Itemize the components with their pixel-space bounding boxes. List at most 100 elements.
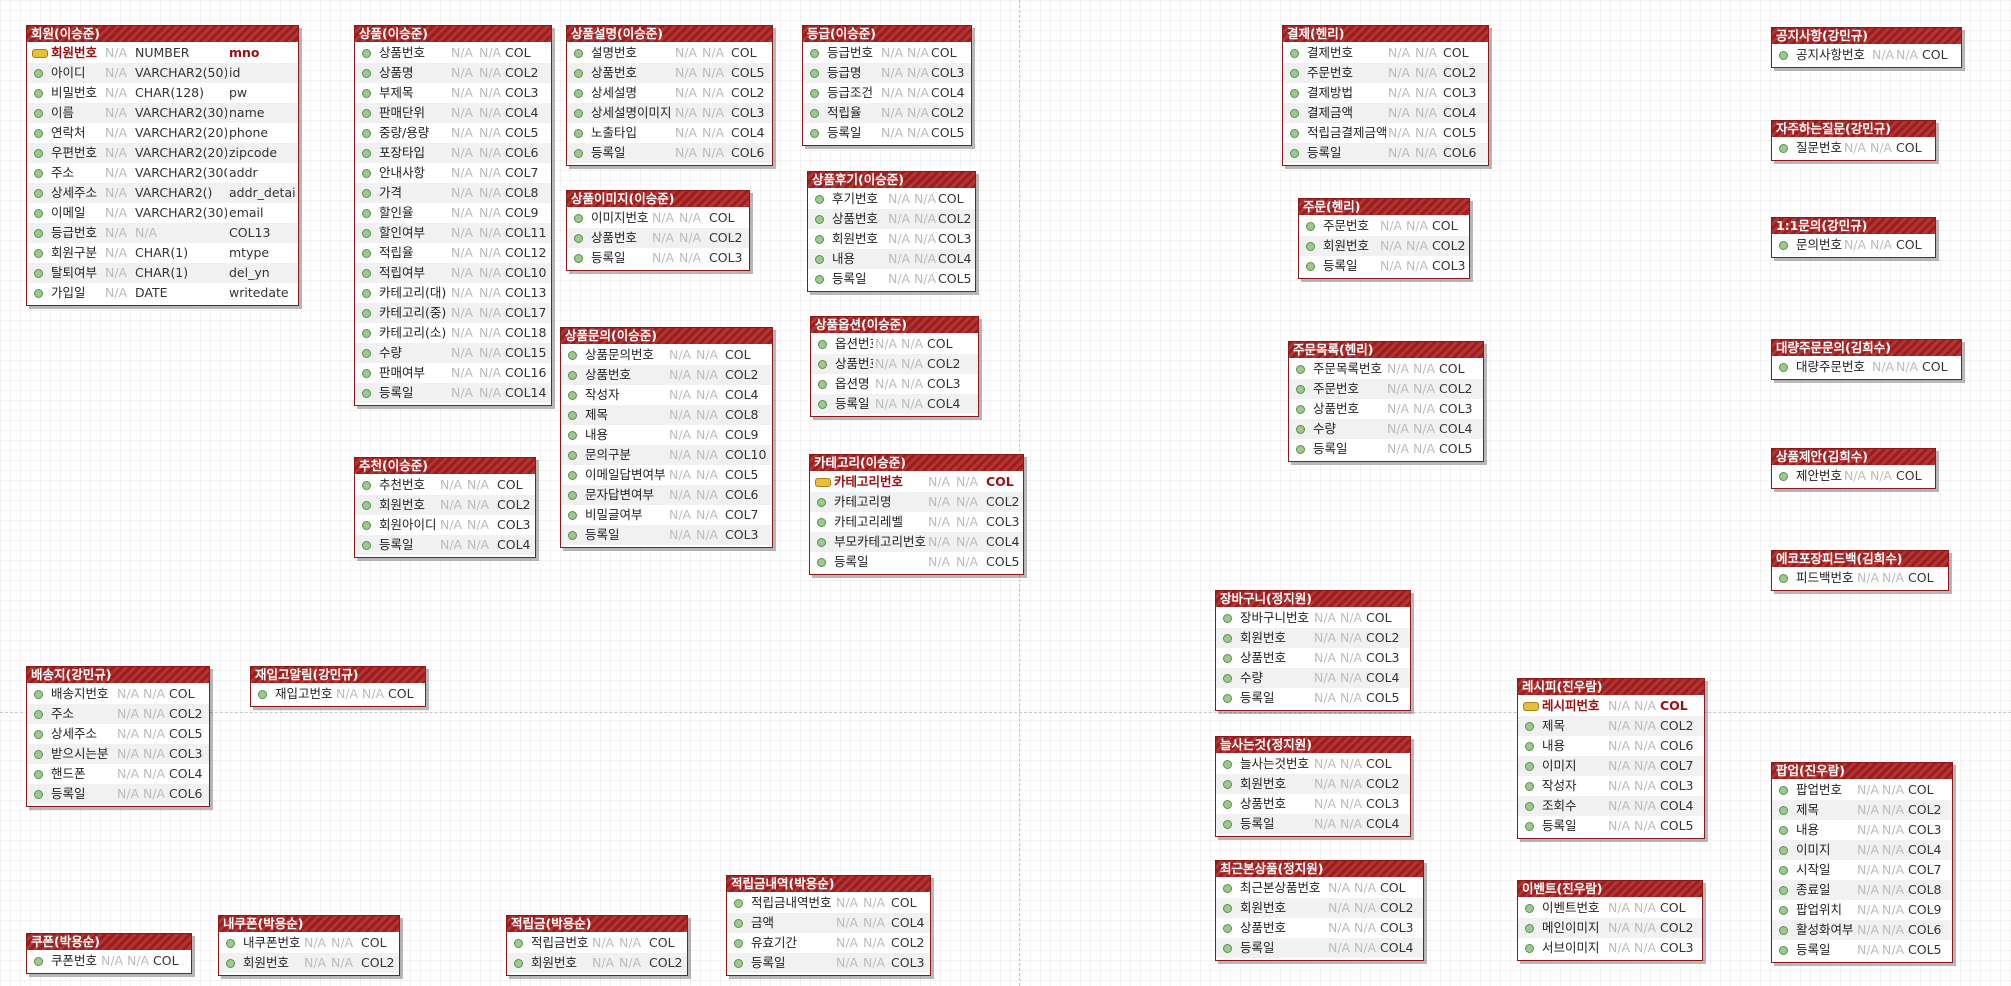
attribute-row[interactable]: 등록일 N/A N/A COL4: [1216, 938, 1423, 958]
attribute-row[interactable]: 받으시는분 N/A N/A COL3: [27, 744, 209, 764]
attribute-row[interactable]: 상품번호 N/A N/A COL2: [567, 228, 749, 248]
entity-table[interactable]: 대량주문문의(김희수) 대량주문번호 N/A N/A COL: [1771, 339, 1962, 380]
attribute-row[interactable]: 적립금번호 N/A N/A COL: [507, 933, 687, 953]
entity-table[interactable]: 에코포장피드백(김희수) 피드백번호 N/A N/A COL: [1771, 550, 1949, 591]
entity-table[interactable]: 등급(이승준) 등급번호 N/A N/A COL 등급명 N/A N/A COL3 등급조건 N/A…: [802, 25, 972, 146]
attribute-row[interactable]: 카테고리(중) N/A N/A COL17: [355, 303, 551, 323]
attribute-row[interactable]: 상품명 N/A N/A COL2: [355, 63, 551, 83]
attribute-row[interactable]: 안내사항 N/A N/A COL7: [355, 163, 551, 183]
attribute-row[interactable]: 이미지번호 N/A N/A COL: [567, 208, 749, 228]
attribute-row[interactable]: 제안번호 N/A N/A COL: [1772, 466, 1935, 486]
attribute-row[interactable]: 쿠폰번호 N/A N/A COL: [27, 951, 191, 971]
attribute-row[interactable]: 등록일 N/A N/A COL3: [727, 953, 930, 973]
attribute-row[interactable]: 상세주소 N/A VARCHAR2() addr_detail: [27, 183, 298, 203]
attribute-row[interactable]: 이미지 N/A N/A COL7: [1518, 756, 1704, 776]
attribute-row[interactable]: 조회수 N/A N/A COL4: [1518, 796, 1704, 816]
attribute-row[interactable]: 추천번호 N/A N/A COL: [355, 475, 535, 495]
entity-table[interactable]: 이벤트(진우람) 이벤트번호 N/A N/A COL 메인이미지 N/A N/A COL2 서브이…: [1517, 880, 1703, 961]
attribute-row[interactable]: 상세주소 N/A N/A COL5: [27, 724, 209, 744]
entity-table[interactable]: 상품문의(이승준) 상품문의번호 N/A N/A COL 상품번호 N/A N/A COL2 작성…: [560, 327, 773, 548]
attribute-row[interactable]: 카테고리(소) N/A N/A COL18: [355, 323, 551, 343]
primary-key-row[interactable]: 회원번호 N/A NUMBER mno: [27, 43, 298, 63]
attribute-row[interactable]: 할인율 N/A N/A COL9: [355, 203, 551, 223]
attribute-row[interactable]: 주문목록번호 N/A N/A COL: [1289, 359, 1483, 379]
entity-table[interactable]: 레시피(진우람) 레시피번호 N/A N/A COL 제목 N/A N/A COL2 내용 N/A N…: [1517, 678, 1705, 839]
attribute-row[interactable]: 할인여부 N/A N/A COL11: [355, 223, 551, 243]
entity-table[interactable]: 상품이미지(이승준) 이미지번호 N/A N/A COL 상품번호 N/A N/A COL2 등록…: [566, 190, 750, 271]
attribute-row[interactable]: 등록일 N/A N/A COL4: [811, 394, 978, 414]
attribute-row[interactable]: 상품번호 N/A N/A COL3: [1216, 648, 1410, 668]
entity-table[interactable]: 상품후기(이승준) 후기번호 N/A N/A COL 상품번호 N/A N/A COL2 회원번호…: [807, 171, 976, 292]
attribute-row[interactable]: 제목 N/A N/A COL8: [561, 405, 772, 425]
attribute-row[interactable]: 회원번호 N/A N/A COL2: [1216, 628, 1410, 648]
attribute-row[interactable]: 노출타입 N/A N/A COL4: [567, 123, 772, 143]
attribute-row[interactable]: 등록일 N/A N/A COL4: [1216, 814, 1410, 834]
attribute-row[interactable]: 등록일 N/A N/A COL5: [1289, 439, 1483, 459]
attribute-row[interactable]: 등급조건 N/A N/A COL4: [803, 83, 971, 103]
attribute-row[interactable]: 상품번호 N/A N/A COL2: [561, 365, 772, 385]
attribute-row[interactable]: 상품문의번호 N/A N/A COL: [561, 345, 772, 365]
attribute-row[interactable]: 적립율 N/A N/A COL12: [355, 243, 551, 263]
attribute-row[interactable]: 등록일 N/A N/A COL5: [803, 123, 971, 143]
attribute-row[interactable]: 등록일 N/A N/A COL4: [355, 535, 535, 555]
entity-table[interactable]: 팝업(진우람) 팝업번호 N/A N/A COL 제목 N/A N/A COL2 내용 N/A N/A…: [1771, 762, 1953, 963]
attribute-row[interactable]: 카테고리레벨 N/A N/A COL3: [810, 512, 1023, 532]
attribute-row[interactable]: 아이디 N/A VARCHAR2(50) id: [27, 63, 298, 83]
attribute-row[interactable]: 내용 N/A N/A COL4: [808, 249, 975, 269]
attribute-row[interactable]: 회원번호 N/A N/A COL2: [1216, 898, 1423, 918]
attribute-row[interactable]: 회원구분 N/A CHAR(1) mtype: [27, 243, 298, 263]
attribute-row[interactable]: 장바구니번호 N/A N/A COL: [1216, 608, 1410, 628]
attribute-row[interactable]: 금액 N/A N/A COL4: [727, 913, 930, 933]
attribute-row[interactable]: 등급명 N/A N/A COL3: [803, 63, 971, 83]
attribute-row[interactable]: 탈퇴여부 N/A CHAR(1) del_yn: [27, 263, 298, 283]
entity-table[interactable]: 주문목록(헨리) 주문목록번호 N/A N/A COL 주문번호 N/A N/A COL2 상품번…: [1288, 341, 1484, 462]
entity-table[interactable]: 결제(헨리) 결제번호 N/A N/A COL 주문번호 N/A N/A COL2 결제방법 N/A…: [1282, 25, 1489, 166]
attribute-row[interactable]: 메인이미지 N/A N/A COL2: [1518, 918, 1702, 938]
attribute-row[interactable]: 주문번호 N/A N/A COL: [1299, 216, 1469, 236]
attribute-row[interactable]: 등록일 N/A N/A COL5: [808, 269, 975, 289]
attribute-row[interactable]: 우편번호 N/A VARCHAR2(20) zipcode: [27, 143, 298, 163]
attribute-row[interactable]: 늘사는것번호 N/A N/A COL: [1216, 754, 1410, 774]
attribute-row[interactable]: 팝업위치 N/A N/A COL9: [1772, 900, 1952, 920]
attribute-row[interactable]: 회원번호 N/A N/A COL2: [355, 495, 535, 515]
attribute-row[interactable]: 카테고리명 N/A N/A COL2: [810, 492, 1023, 512]
attribute-row[interactable]: 등록일 N/A N/A COL5: [1772, 940, 1952, 960]
attribute-row[interactable]: 비밀번호 N/A CHAR(128) pw: [27, 83, 298, 103]
attribute-row[interactable]: 최근본상품번호 N/A N/A COL: [1216, 878, 1423, 898]
attribute-row[interactable]: 수량 N/A N/A COL4: [1216, 668, 1410, 688]
attribute-row[interactable]: 작성자 N/A N/A COL3: [1518, 776, 1704, 796]
attribute-row[interactable]: 내용 N/A N/A COL3: [1772, 820, 1952, 840]
primary-key-row[interactable]: 레시피번호 N/A N/A COL: [1518, 696, 1704, 716]
attribute-row[interactable]: 주소 N/A N/A COL2: [27, 704, 209, 724]
attribute-row[interactable]: 결제방법 N/A N/A COL3: [1283, 83, 1488, 103]
attribute-row[interactable]: 등록일 N/A N/A COL5: [1518, 816, 1704, 836]
attribute-row[interactable]: 포장타입 N/A N/A COL6: [355, 143, 551, 163]
attribute-row[interactable]: 이벤트번호 N/A N/A COL: [1518, 898, 1702, 918]
attribute-row[interactable]: 회원번호 N/A N/A COL2: [507, 953, 687, 973]
attribute-row[interactable]: 상품번호 N/A N/A COL3: [1216, 794, 1410, 814]
attribute-row[interactable]: 문의구분 N/A N/A COL10: [561, 445, 772, 465]
attribute-row[interactable]: 등록일 N/A N/A COL6: [567, 143, 772, 163]
attribute-row[interactable]: 제목 N/A N/A COL2: [1518, 716, 1704, 736]
attribute-row[interactable]: 가입일 N/A DATE writedate: [27, 283, 298, 303]
attribute-row[interactable]: 유효기간 N/A N/A COL2: [727, 933, 930, 953]
attribute-row[interactable]: 내쿠폰번호 N/A N/A COL: [219, 933, 399, 953]
attribute-row[interactable]: 이메일답변여부 N/A N/A COL5: [561, 465, 772, 485]
attribute-row[interactable]: 판매단위 N/A N/A COL4: [355, 103, 551, 123]
attribute-row[interactable]: 주소 N/A VARCHAR2(300) addr: [27, 163, 298, 183]
entity-table[interactable]: 장바구니(정지원) 장바구니번호 N/A N/A COL 회원번호 N/A N/A COL2 상품…: [1215, 590, 1411, 711]
attribute-row[interactable]: 등록일 N/A N/A COL3: [567, 248, 749, 268]
attribute-row[interactable]: 회원번호 N/A N/A COL2: [1299, 236, 1469, 256]
attribute-row[interactable]: 내용 N/A N/A COL9: [561, 425, 772, 445]
attribute-row[interactable]: 등급번호 N/A N/A COL13: [27, 223, 298, 243]
entity-table[interactable]: 배송지(강민규) 배송지번호 N/A N/A COL 주소 N/A N/A COL2 상세주소 N/…: [26, 666, 210, 807]
attribute-row[interactable]: 설명번호 N/A N/A COL: [567, 43, 772, 63]
attribute-row[interactable]: 상품번호 N/A N/A COL5: [567, 63, 772, 83]
attribute-row[interactable]: 등록일 N/A N/A COL5: [810, 552, 1023, 572]
attribute-row[interactable]: 등록일 N/A N/A COL14: [355, 383, 551, 403]
attribute-row[interactable]: 회원번호 N/A N/A COL2: [219, 953, 399, 973]
attribute-row[interactable]: 작성자 N/A N/A COL4: [561, 385, 772, 405]
attribute-row[interactable]: 팝업번호 N/A N/A COL: [1772, 780, 1952, 800]
attribute-row[interactable]: 주문번호 N/A N/A COL2: [1289, 379, 1483, 399]
